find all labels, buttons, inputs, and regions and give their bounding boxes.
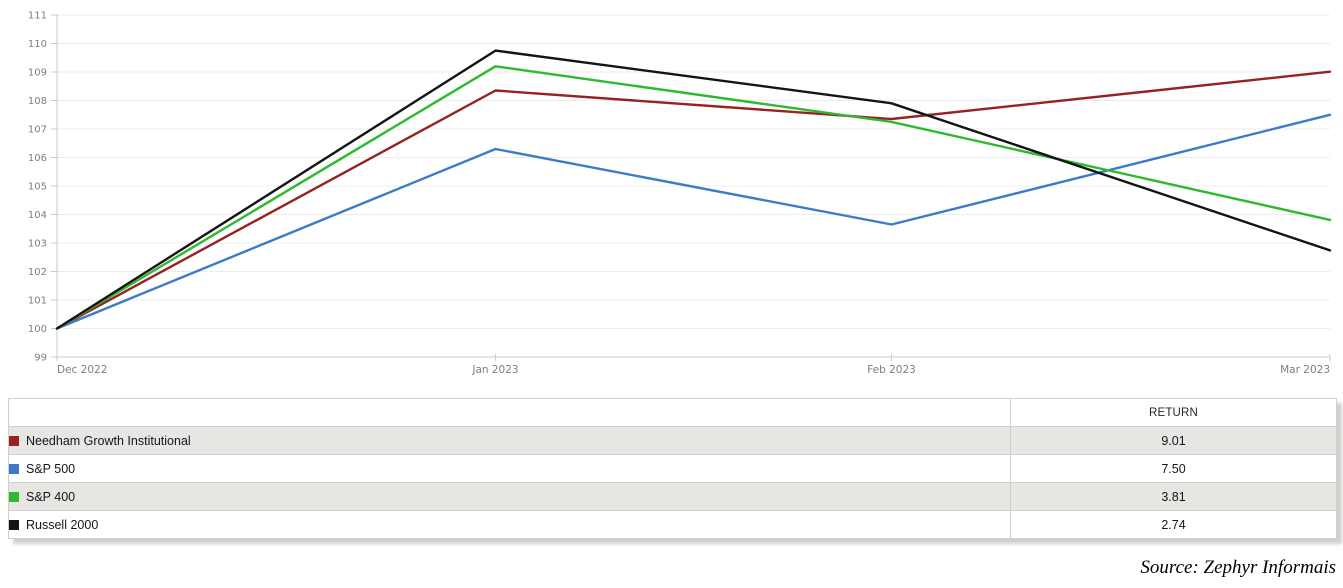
y-tick-label: 104 <box>28 210 47 221</box>
y-tick-label: 102 <box>28 267 47 278</box>
x-tick-label: Feb 2023 <box>867 364 916 376</box>
y-tick-label: 108 <box>28 96 47 107</box>
return-value-cell: 7.50 <box>1010 454 1337 483</box>
y-tick-label: 99 <box>34 353 47 364</box>
performance-line-chart: 99 100 101 102 103 104 105 106 107 108 109 110 111 De… <box>28 11 1332 376</box>
y-tick-label: 103 <box>28 239 47 250</box>
return-value-cell: 9.01 <box>1010 426 1337 455</box>
series-name-cell: S&P 500 <box>8 454 1011 483</box>
series-line-needham-growth-institutional <box>55 70 1332 330</box>
series-name: Russell 2000 <box>26 517 99 532</box>
series-name: S&P 500 <box>26 461 76 476</box>
series-color-swatch <box>9 463 19 474</box>
y-tick-label: 101 <box>28 296 47 307</box>
series-name-cell: S&P 400 <box>8 482 1011 511</box>
y-tick-label: 110 <box>28 39 47 50</box>
x-tick-label: Mar 2023 <box>1280 364 1330 376</box>
table-row[interactable]: Russell 2000 2.74 <box>8 510 1337 539</box>
series-line-s-p-500 <box>55 113 1332 330</box>
x-tick-label: Jan 2023 <box>471 364 518 376</box>
chart-svg: 99 100 101 102 103 104 105 106 107 108 109 110 111 De… <box>28 11 1332 376</box>
y-tick-label: 111 <box>28 11 47 22</box>
source-credit: Source: Zephyr Informais <box>1140 557 1336 578</box>
series-color-swatch <box>9 435 19 446</box>
x-tick-label: Dec 2022 <box>57 364 107 376</box>
y-tick-label: 106 <box>28 153 47 164</box>
empty-header-cell <box>8 398 1011 427</box>
y-tick-label: 100 <box>28 324 47 335</box>
series-color-swatch <box>9 491 19 502</box>
series-name: S&P 400 <box>26 489 76 504</box>
table-row[interactable]: S&P 500 7.50 <box>8 454 1337 483</box>
table-row[interactable]: S&P 400 3.81 <box>8 482 1337 511</box>
return-value-cell: 3.81 <box>1010 482 1337 511</box>
series-name-cell: Needham Growth Institutional <box>8 426 1011 455</box>
series-line-russell-2000 <box>55 49 1332 330</box>
series-name: Needham Growth Institutional <box>26 433 191 448</box>
series-color-swatch <box>9 519 19 530</box>
returns-table-header-row: RETURN <box>8 398 1337 427</box>
y-tick-label: 107 <box>28 125 47 136</box>
series-line-s-p-400 <box>55 65 1332 330</box>
return-column-header: RETURN <box>1010 398 1337 427</box>
y-tick-label: 105 <box>28 182 47 193</box>
returns-table: RETURN Needham Growth Institutional 9.01… <box>8 398 1337 539</box>
table-row[interactable]: Needham Growth Institutional 9.01 <box>8 426 1337 455</box>
series-name-cell: Russell 2000 <box>8 510 1011 539</box>
return-value-cell: 2.74 <box>1010 510 1337 539</box>
y-tick-label: 109 <box>28 68 47 79</box>
